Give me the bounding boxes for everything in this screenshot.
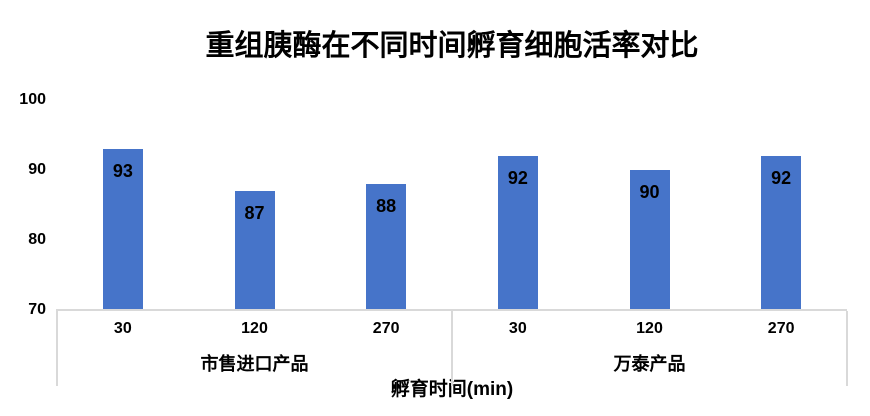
axis-frame-divider [846, 311, 848, 386]
y-axis-tick-label: 70 [28, 301, 46, 318]
bar-value-label: 87 [244, 203, 265, 223]
x-axis-tick-label: 270 [767, 320, 795, 337]
bar-value-label: 88 [376, 196, 397, 216]
axis-frame-divider [56, 311, 58, 386]
x-axis-tick-label: 120 [241, 320, 268, 337]
bar: 87 [234, 191, 275, 310]
x-axis-tick-label: 30 [508, 320, 527, 337]
x-axis-tick-label: 120 [636, 320, 663, 337]
bar: 90 [629, 170, 670, 310]
bar-value-label: 93 [112, 161, 133, 181]
axis-frame-divider [451, 311, 453, 386]
y-axis-tick-label: 80 [28, 231, 46, 248]
x-axis-tick-label: 270 [372, 320, 400, 337]
x-axis-line [56, 309, 847, 311]
y-axis-tick-label: 90 [28, 161, 46, 178]
category-group-label: 万泰产品 [613, 354, 686, 374]
bar: 93 [102, 149, 143, 310]
x-axis-tick-label: 30 [113, 320, 132, 337]
bar-value-label: 92 [771, 168, 792, 188]
category-group-label: 市售进口产品 [200, 354, 309, 374]
bar-value-label: 90 [639, 182, 660, 202]
bar: 92 [761, 156, 802, 310]
x-axis-title: 孵育时间(min) [390, 379, 514, 400]
chart-title: 重组胰酶在不同时间孵育细胞活率对比 [205, 30, 699, 62]
bar: 92 [497, 156, 538, 310]
y-axis-tick-label: 100 [19, 91, 46, 108]
bar-value-label: 92 [507, 168, 528, 188]
bar: 88 [366, 184, 407, 310]
